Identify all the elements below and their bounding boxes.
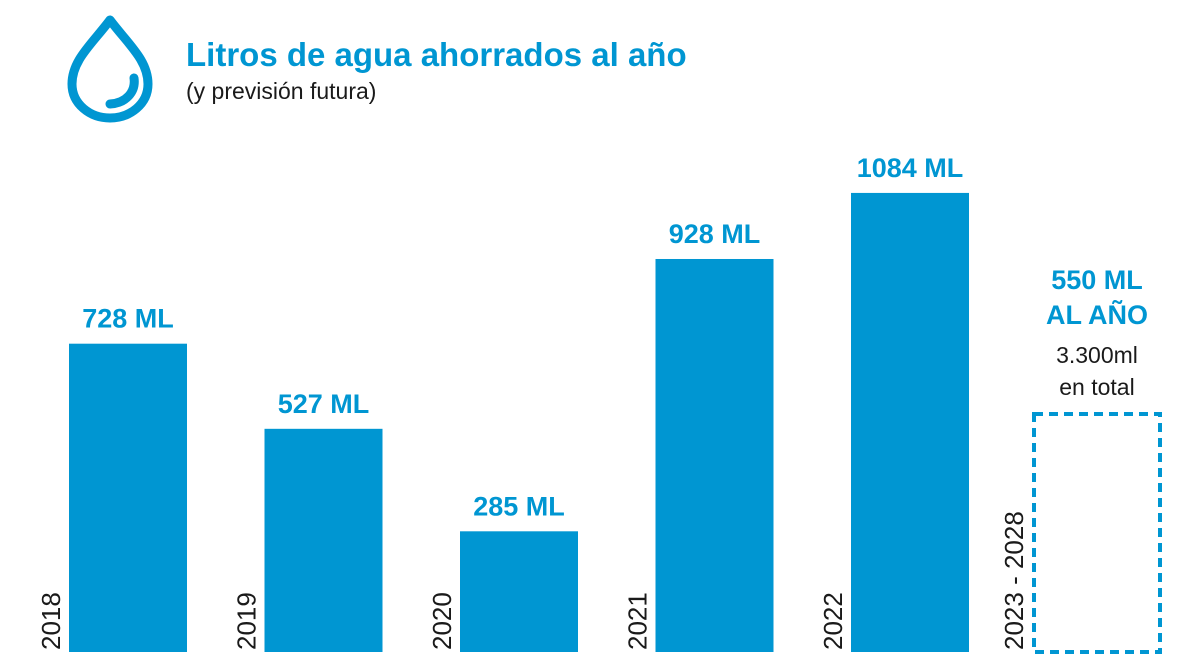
value-label-2022: 1084 ML xyxy=(857,153,964,183)
bar-2021 xyxy=(655,258,774,652)
forecast-value-line2: AL AÑO xyxy=(1046,299,1148,330)
year-label-2019: 2019 xyxy=(232,592,262,650)
forecast-value-line1: 550 ML xyxy=(1051,265,1143,295)
value-label-2019: 527 ML xyxy=(278,389,370,419)
forecast-bar xyxy=(1032,412,1162,654)
chart-subtitle: (y previsión futura) xyxy=(186,78,376,104)
bar-2019 xyxy=(264,428,383,652)
year-labels-group: 2018 2019 2020 2021 2022 2023 - 2028 xyxy=(36,511,1029,650)
value-label-2021: 928 ML xyxy=(669,219,761,249)
year-label-2021: 2021 xyxy=(623,592,653,650)
year-label-2020: 2020 xyxy=(427,592,457,650)
water-drop-icon xyxy=(67,15,153,123)
forecast-note-line1: 3.300ml xyxy=(1056,342,1138,368)
chart-title: Litros de agua ahorrados al año xyxy=(186,36,687,73)
year-label-2022: 2022 xyxy=(818,592,848,650)
bar-2020 xyxy=(460,531,578,652)
year-label-2018: 2018 xyxy=(36,592,66,650)
value-label-2018: 728 ML xyxy=(82,304,174,334)
bars-group xyxy=(69,192,1162,654)
year-label-2023 - 2028: 2023 - 2028 xyxy=(999,511,1029,650)
forecast-note-line2: en total xyxy=(1059,374,1134,400)
bar-2018 xyxy=(69,343,187,652)
value-label-2020: 285 ML xyxy=(473,491,565,521)
bar-2022 xyxy=(851,192,969,652)
value-labels-group: 728 ML 527 ML 285 ML 928 ML 1084 ML 550 ML AL … xyxy=(82,153,1148,521)
